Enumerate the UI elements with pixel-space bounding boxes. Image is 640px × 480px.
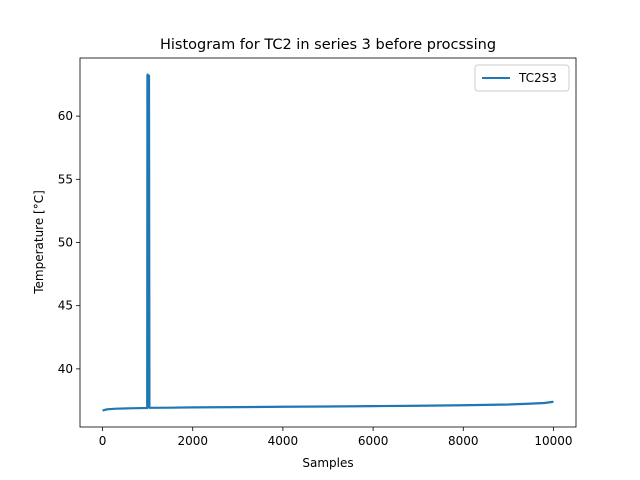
y-tick-label: 55	[58, 172, 73, 186]
series-line-tc2s3	[102, 73, 554, 412]
plot-area-frame	[79, 57, 577, 428]
y-tick-label: 50	[58, 236, 73, 250]
legend-label-tc2s3: TC2S3	[518, 71, 557, 85]
plot-series-layer	[102, 73, 554, 412]
x-tick-label: 4000	[268, 434, 299, 448]
x-tick-label: 0	[99, 434, 107, 448]
y-tick-label: 45	[58, 299, 73, 313]
x-tick-label: 2000	[177, 434, 208, 448]
x-axis-ticks: 0 2000 4000 6000 8000 10000	[99, 427, 573, 448]
x-axis-label: Samples	[302, 456, 353, 470]
x-tick-label: 10000	[534, 434, 572, 448]
x-tick-label: 8000	[448, 434, 479, 448]
legend-box	[474, 64, 570, 92]
chart-title: Histogram for TC2 in series 3 before pro…	[160, 37, 496, 53]
x-tick-label: 6000	[358, 434, 389, 448]
y-tick-label: 60	[58, 109, 73, 123]
y-tick-label: 40	[58, 362, 73, 376]
y-axis-ticks: 40 45 50 55 60	[58, 109, 80, 376]
y-axis-label: Temperature [°C]	[32, 190, 46, 295]
legend: TC2S3	[474, 64, 570, 92]
